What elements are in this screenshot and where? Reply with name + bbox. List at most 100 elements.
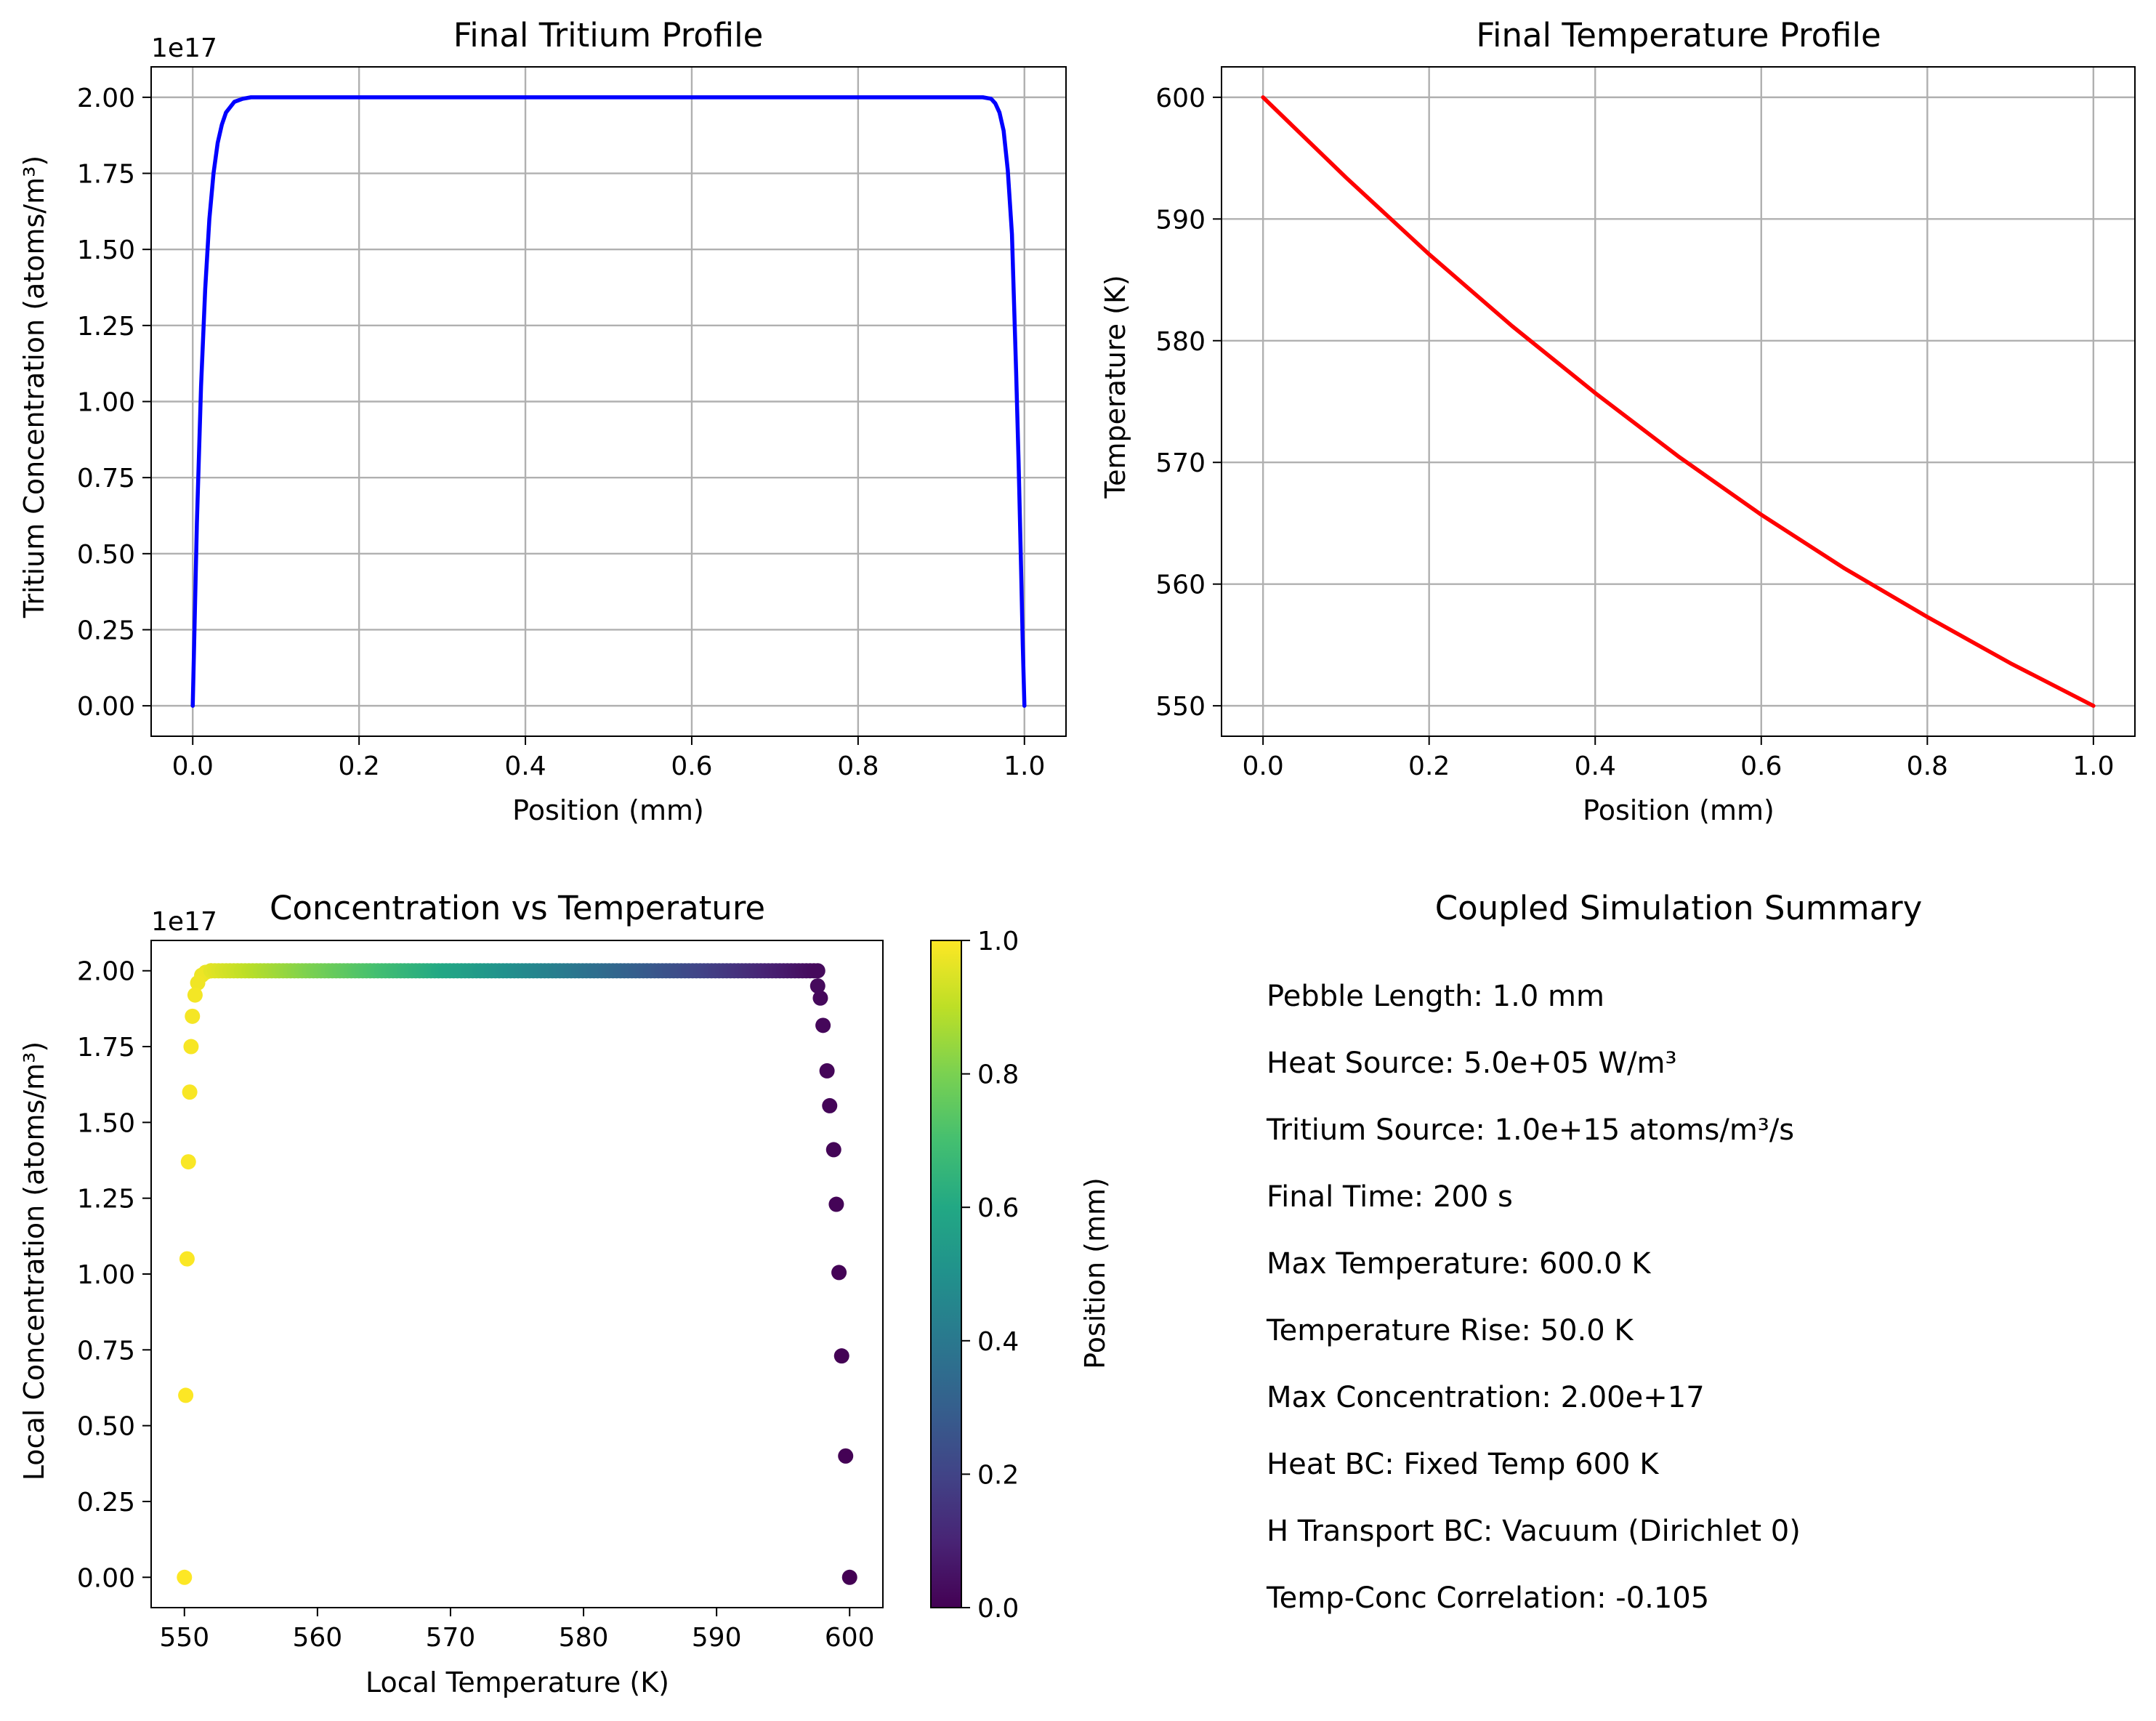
scatter-y-tick-label: 2.00 <box>77 957 135 987</box>
summary-line: Max Concentration: 2.00e+17 <box>1267 1381 1705 1414</box>
scatter-point <box>831 1265 847 1281</box>
scatter-y-tick-label: 0.00 <box>77 1563 135 1593</box>
scatter-x-tick-label: 590 <box>692 1623 742 1653</box>
summary-line: Final Time: 200 s <box>1267 1180 1513 1214</box>
temperature-x-axis-label: Position (mm) <box>1583 794 1775 826</box>
scatter-x-axis-label: Local Temperature (K) <box>366 1666 669 1698</box>
scatter-y-tick-label: 1.25 <box>77 1185 135 1214</box>
tritium-x-tick-label: 1.0 <box>1004 751 1045 781</box>
temperature-y-tick-label: 600 <box>1155 84 1206 113</box>
scatter-point <box>815 1017 831 1033</box>
summary-line: Pebble Length: 1.0 mm <box>1267 980 1604 1013</box>
colorbar-tick-label: 0.2 <box>977 1460 1019 1490</box>
scatter-y-tick-label: 1.50 <box>77 1108 135 1138</box>
scatter-x-tick-label: 580 <box>559 1623 609 1653</box>
scatter-point <box>182 1084 198 1100</box>
scatter-y-axis-label: Local Concentration (atoms/m³) <box>18 1041 50 1480</box>
colorbar-tick-label: 0.6 <box>977 1193 1019 1223</box>
scatter-point <box>183 1039 199 1055</box>
colorbar-tick-label: 0.8 <box>977 1060 1019 1090</box>
tritium-y-tick-label: 1.50 <box>77 235 135 265</box>
tritium-y-tick-label: 0.75 <box>77 464 135 493</box>
tritium-y-tick-label: 1.25 <box>77 312 135 342</box>
scatter-x-tick-label: 560 <box>293 1623 343 1653</box>
temperature-series-line <box>1261 95 2096 708</box>
scatter-point <box>177 1569 193 1585</box>
scatter-x-tick-label: 550 <box>159 1623 209 1653</box>
tritium-x-tick-label: 0.4 <box>504 751 546 781</box>
scatter-y-tick-label: 0.25 <box>77 1488 135 1518</box>
summary-line: Temperature Rise: 50.0 K <box>1266 1314 1634 1347</box>
scatter-point <box>841 1569 857 1585</box>
simulation-summary-panel: Coupled Simulation Summary Pebble Length… <box>1266 889 1922 1615</box>
tritium-y-tick-label: 2.00 <box>77 84 135 113</box>
colorbar-tick-label: 0.0 <box>977 1594 1019 1624</box>
temperature-x-tick-label: 1.0 <box>2072 751 2114 781</box>
summary-line: Max Temperature: 600.0 K <box>1267 1247 1652 1281</box>
temperature-x-tick-label: 0.0 <box>1243 751 1284 781</box>
scatter-plateau-point <box>809 963 825 979</box>
scatter-point <box>822 1097 838 1113</box>
scatter-point <box>828 1196 844 1212</box>
temperature-y-axis-label: Temperature (K) <box>1099 275 1131 499</box>
scatter-x-tick-label: 600 <box>825 1623 875 1653</box>
tritium-x-tick-label: 0.2 <box>339 751 380 781</box>
temperature-x-tick-label: 0.4 <box>1575 751 1616 781</box>
temperature-y-tick-label: 550 <box>1155 692 1206 722</box>
tritium-x-tick-label: 0.6 <box>671 751 712 781</box>
tritium-x-tick-label: 0.0 <box>172 751 214 781</box>
temperature-y-tick-label: 580 <box>1155 327 1206 357</box>
colorbar-tick-label: 0.4 <box>977 1327 1019 1357</box>
scatter-point <box>179 1251 195 1267</box>
scatter-axes-frame <box>150 940 884 1608</box>
summary-line: Heat BC: Fixed Temp 600 K <box>1267 1448 1660 1481</box>
tritium-y-tick-label: 1.75 <box>77 160 135 190</box>
summary-line: Heat Source: 5.0e+05 W/m³ <box>1267 1047 1677 1080</box>
tritium-panel-title: Final Tritium Profile <box>453 16 764 55</box>
temperature-panel-title: Final Temperature Profile <box>1476 16 1881 55</box>
scatter-point <box>185 1008 201 1024</box>
scatter-point <box>187 987 203 1003</box>
scatter-point <box>812 990 828 1006</box>
tritium-axes-frame <box>150 66 1067 737</box>
scatter-point <box>190 975 206 991</box>
colorbar-label: Position (mm) <box>1079 1177 1111 1369</box>
scatter-y-tick-label: 0.75 <box>77 1336 135 1366</box>
summary-line: H Transport BC: Vacuum (Dirichlet 0) <box>1267 1515 1801 1548</box>
tritium-x-axis-label: Position (mm) <box>512 794 704 826</box>
temperature-profile-panel: Final Temperature Profile Position (mm) … <box>1099 16 2136 826</box>
tritium-y-offset-label: 1e17 <box>151 33 217 63</box>
colorbar <box>930 940 962 1608</box>
temperature-x-tick-label: 0.2 <box>1408 751 1450 781</box>
scatter-point <box>178 1387 194 1403</box>
tritium-y-tick-label: 0.50 <box>77 540 135 570</box>
scatter-y-tick-label: 1.75 <box>77 1033 135 1063</box>
summary-title: Coupled Simulation Summary <box>1435 889 1923 927</box>
scatter-point <box>833 1348 849 1364</box>
scatter-y-tick-label: 0.50 <box>77 1412 135 1442</box>
tritium-y-tick-label: 1.00 <box>77 388 135 418</box>
scatter-panel-title: Concentration vs Temperature <box>270 889 765 927</box>
tritium-profile-panel: Final Tritium Profile 1e17 Position (mm)… <box>18 16 1067 826</box>
tritium-y-tick-label: 0.25 <box>77 616 135 645</box>
temperature-axes-frame <box>1221 66 2136 737</box>
temperature-y-tick-label: 590 <box>1155 205 1206 235</box>
scatter-point <box>819 1063 835 1079</box>
temperature-y-tick-label: 560 <box>1155 571 1206 600</box>
tritium-y-axis-label: Tritium Concentration (atoms/m³) <box>18 156 50 618</box>
scatter-y-tick-label: 1.00 <box>77 1260 135 1290</box>
tritium-series-line <box>190 95 1027 708</box>
tritium-x-tick-label: 0.8 <box>837 751 879 781</box>
scatter-y-offset-label: 1e17 <box>151 907 217 937</box>
tritium-y-tick-label: 0.00 <box>77 692 135 722</box>
scatter-point <box>809 978 825 994</box>
concentration-vs-temperature-panel: Concentration vs Temperature 1e17 Local … <box>18 889 1111 1698</box>
scatter-point <box>838 1448 854 1464</box>
temperature-x-tick-label: 0.8 <box>1907 751 1948 781</box>
temperature-y-tick-label: 570 <box>1155 448 1206 478</box>
summary-line: Tritium Source: 1.0e+15 atoms/m³/s <box>1266 1113 1794 1147</box>
summary-line: Temp-Conc Correlation: -0.105 <box>1266 1581 1709 1615</box>
colorbar-tick-label: 1.0 <box>977 927 1019 956</box>
